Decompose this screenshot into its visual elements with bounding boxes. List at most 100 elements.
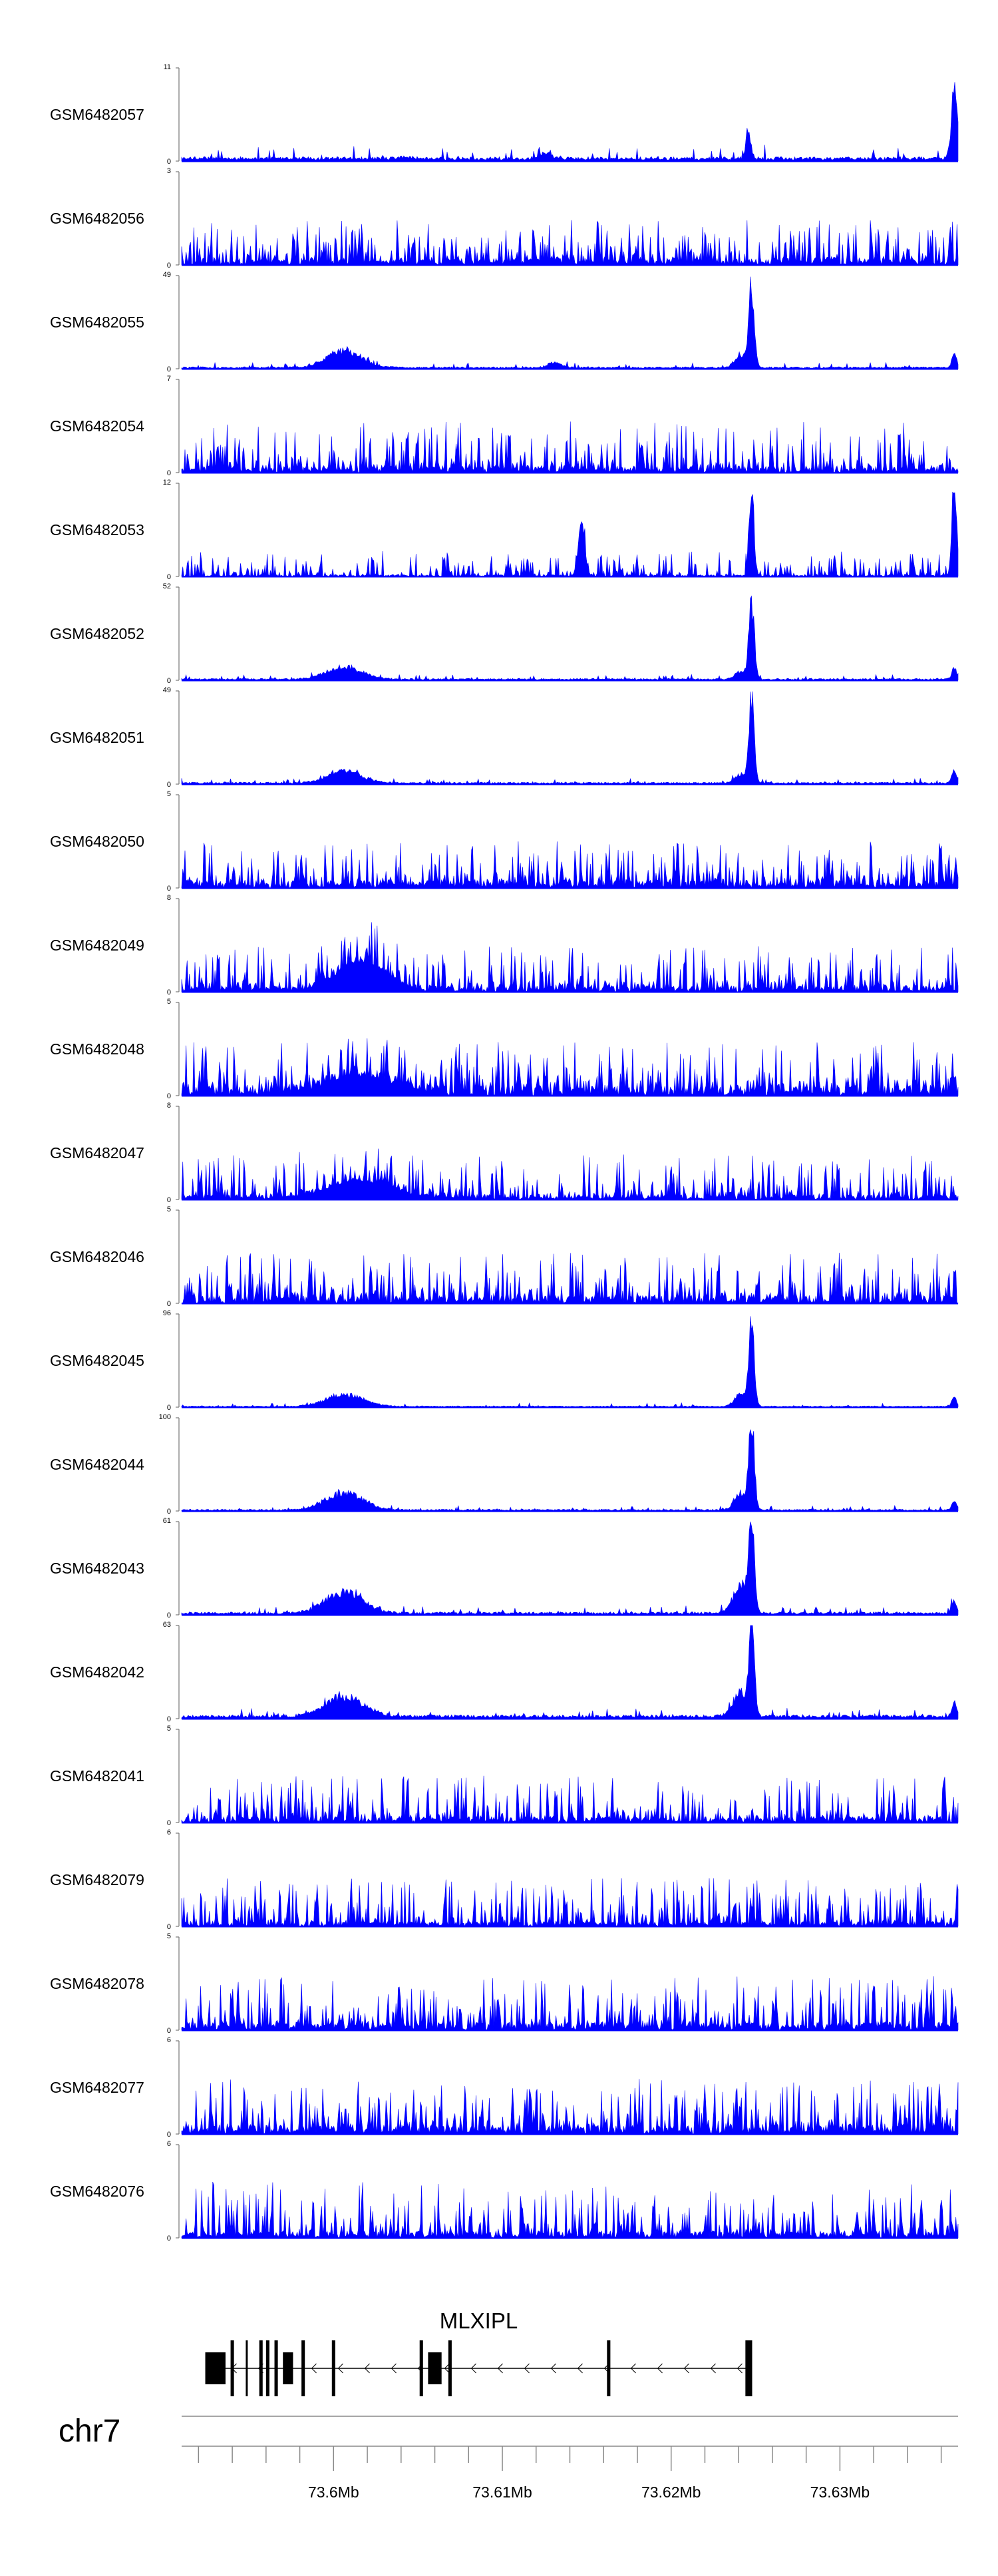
y-tick-label-min: 0 — [167, 1611, 171, 1619]
track-GSM6482078: 5 0 GSM6482078 — [50, 1932, 959, 2035]
x-tick-label: 73.62Mb — [641, 2483, 701, 2501]
coverage-area — [181, 1038, 959, 1096]
x-tick-label: 73.63Mb — [810, 2483, 870, 2501]
y-tick-label-max: 6 — [167, 1828, 171, 1836]
track-label: GSM6482048 — [50, 1040, 144, 1058]
track-label: GSM6482054 — [50, 417, 144, 435]
strand-arrow — [524, 2363, 530, 2374]
y-tick-label-max: 96 — [163, 1309, 171, 1317]
gene-exon — [230, 2340, 234, 2396]
gene-exon — [419, 2340, 423, 2396]
gene-exon — [246, 2340, 248, 2396]
strand-arrow — [683, 2363, 689, 2374]
coverage-area — [181, 1253, 959, 1304]
y-tick-label-max: 8 — [167, 1102, 171, 1110]
y-tick-label-min: 0 — [167, 1300, 171, 1308]
gene-exon — [301, 2340, 305, 2396]
coverage-area — [181, 1775, 959, 1823]
track-label: GSM6482042 — [50, 1663, 144, 1681]
y-tick-label-min: 0 — [167, 158, 171, 166]
track-label: GSM6482044 — [50, 1456, 144, 1473]
y-tick-label-min: 0 — [167, 1404, 171, 1412]
gene-exon — [745, 2340, 752, 2396]
strand-arrow — [497, 2363, 503, 2374]
track-GSM6482079: 6 0 GSM6482079 — [50, 1828, 959, 1931]
track-GSM6482053: 12 0 GSM6482053 — [50, 479, 959, 581]
y-tick-label-min: 0 — [167, 2235, 171, 2243]
y-tick-label-min: 0 — [167, 365, 171, 373]
track-label: GSM6482051 — [50, 729, 144, 746]
coverage-area — [181, 491, 959, 578]
y-tick-label-min: 0 — [167, 1819, 171, 1827]
y-tick-label-max: 5 — [167, 790, 171, 798]
track-GSM6482055: 49 0 GSM6482055 — [50, 271, 959, 373]
gene-exon — [259, 2340, 263, 2396]
y-tick-label-max: 11 — [164, 63, 171, 71]
track-label: GSM6482049 — [50, 937, 144, 954]
strand-arrow — [391, 2363, 397, 2374]
x-tick-label: 73.61Mb — [472, 2483, 532, 2501]
y-tick-label-min: 0 — [167, 2131, 171, 2139]
y-tick-label-max: 61 — [163, 1517, 171, 1525]
y-tick-label-max: 5 — [167, 998, 171, 1006]
track-GSM6482056: 3 0 GSM6482056 — [50, 167, 959, 270]
track-label: GSM6482057 — [50, 106, 144, 123]
y-tick-label-min: 0 — [167, 988, 171, 996]
gene-exon — [205, 2352, 226, 2384]
strand-arrow — [364, 2363, 370, 2374]
y-tick-label-max: 52 — [163, 582, 171, 590]
gene-name: MLXIPL — [440, 2308, 518, 2333]
coverage-tracks: 110GSM648205730GSM6482056490GSM648205570… — [50, 63, 959, 2243]
gene-exon — [331, 2340, 335, 2396]
gene-track: MLXIPL — [205, 2308, 752, 2396]
coverage-area — [181, 276, 959, 369]
track-GSM6482044: 100 0 GSM6482044 — [50, 1413, 959, 1516]
coverage-area — [181, 595, 959, 681]
strand-arrow — [630, 2363, 636, 2374]
track-GSM6482054: 7 0 GSM6482054 — [50, 375, 959, 477]
y-tick-label-max: 7 — [167, 375, 171, 383]
coverage-area — [181, 421, 959, 473]
strand-arrow — [337, 2363, 343, 2374]
track-label: GSM6482079 — [50, 1871, 144, 1888]
track-GSM6482051: 49 0 GSM6482051 — [50, 686, 959, 789]
coverage-area — [181, 220, 959, 266]
track-label: GSM6482076 — [50, 2183, 144, 2200]
coverage-area — [181, 82, 959, 162]
coverage-area — [181, 1625, 959, 1719]
track-GSM6482042: 63 0 GSM6482042 — [50, 1621, 959, 1723]
strand-arrow — [710, 2363, 716, 2374]
y-tick-label-min: 0 — [167, 469, 171, 477]
y-tick-label-max: 49 — [163, 686, 171, 694]
track-label: GSM6482043 — [50, 1560, 144, 1577]
y-tick-label-max: 63 — [163, 1621, 171, 1629]
y-tick-label-min: 0 — [167, 2027, 171, 2035]
track-label: GSM6482045 — [50, 1352, 144, 1369]
gene-exon — [607, 2340, 611, 2396]
x-tick-label: 73.6Mb — [308, 2483, 359, 2501]
gene-exon — [428, 2352, 442, 2384]
strand-arrow — [470, 2363, 476, 2374]
y-tick-label-min: 0 — [167, 1715, 171, 1723]
strand-arrow — [550, 2363, 556, 2374]
y-tick-label-min: 0 — [167, 1092, 171, 1100]
y-tick-label-max: 49 — [163, 271, 171, 279]
strand-arrow — [657, 2363, 663, 2374]
genome-axis: chr7 73.6Mb 73.61Mb 73.62Mb 73.63Mb — [59, 2414, 958, 2501]
coverage-area — [181, 1521, 959, 1615]
chromosome-label: chr7 — [59, 2414, 120, 2449]
y-tick-label-min: 0 — [167, 1923, 171, 1931]
track-GSM6482049: 8 0 GSM6482049 — [50, 894, 959, 996]
track-label: GSM6482052 — [50, 625, 144, 642]
track-label: GSM6482050 — [50, 833, 144, 850]
track-label: GSM6482077 — [50, 2079, 144, 2096]
track-GSM6482076: 6 0 GSM6482076 — [50, 2140, 959, 2243]
y-tick-label-max: 6 — [167, 2140, 171, 2148]
y-tick-label-max: 12 — [163, 479, 171, 487]
y-tick-label-max: 8 — [167, 894, 171, 902]
coverage-area — [181, 2181, 959, 2239]
y-tick-label-min: 0 — [167, 573, 171, 581]
strand-arrow — [311, 2363, 317, 2374]
strand-arrow — [444, 2363, 450, 2374]
gene-exon — [265, 2340, 269, 2396]
